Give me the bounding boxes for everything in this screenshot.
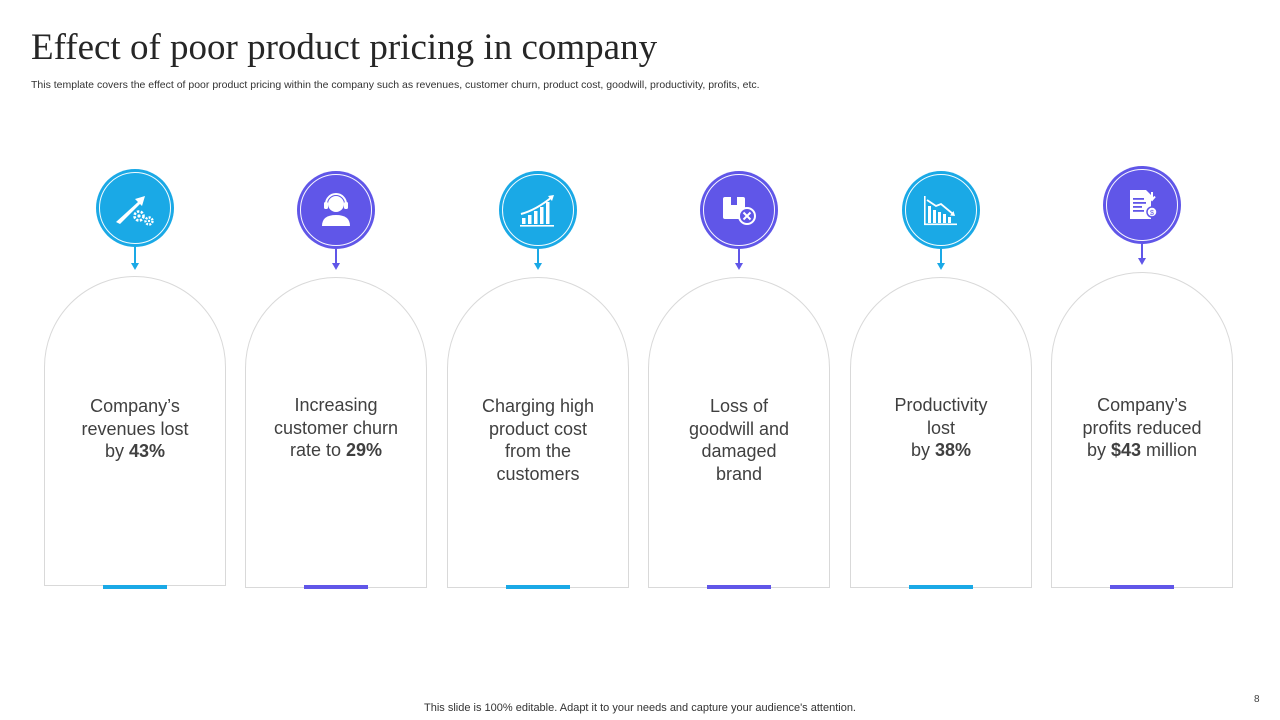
- card-customer-churn: Increasing customer churn rate to 29%: [245, 0, 427, 600]
- card-arch: Charging high product cost from the cust…: [447, 277, 629, 588]
- damaged-box-icon: [700, 171, 778, 249]
- card-profits: $ Company’s profits reduced by $43 milli…: [1051, 0, 1233, 600]
- accent-bar: [707, 585, 771, 589]
- card-text: Productivity lost by 38%: [894, 395, 988, 460]
- profit-report-icon: $: [1103, 166, 1181, 244]
- accent-bar: [304, 585, 368, 589]
- connector-line: [134, 247, 136, 263]
- growth-arrow-gears-icon: [96, 169, 174, 247]
- accent-bar: [506, 585, 570, 589]
- slide-title: Effect of poor product pricing in compan…: [31, 27, 658, 68]
- card-revenues: Company’s revenues lost by 43%: [44, 0, 226, 600]
- connector-arrow: [534, 263, 542, 270]
- slide-footer: This slide is 100% editable. Adapt it to…: [424, 702, 856, 714]
- card-text: Loss of goodwill and damaged brand: [688, 396, 790, 484]
- connector-line: [1141, 244, 1143, 258]
- card-product-cost: Charging high product cost from the cust…: [447, 0, 629, 600]
- connector-line: [738, 249, 740, 263]
- card-text: Charging high product cost from the cust…: [481, 396, 595, 484]
- declining-chart-icon: [902, 171, 980, 249]
- connector-arrow: [735, 263, 743, 270]
- connector-line: [335, 249, 337, 263]
- connector-arrow: [1138, 258, 1146, 265]
- card-text: Company’s revenues lost by 43%: [81, 396, 189, 461]
- card-arch: Loss of goodwill and damaged brand: [648, 277, 830, 588]
- card-arch: Productivity lost by 38%: [850, 277, 1032, 588]
- svg-text:$: $: [1150, 210, 1154, 217]
- accent-bar: [1110, 585, 1174, 589]
- slide-subtitle: This template covers the effect of poor …: [31, 79, 760, 91]
- card-text: Company’s profits reduced by $43 million: [1082, 395, 1202, 460]
- connector-arrow: [332, 263, 340, 270]
- card-arch: Increasing customer churn rate to 29%: [245, 277, 427, 588]
- accent-bar: [909, 585, 973, 589]
- card-goodwill: Loss of goodwill and damaged brand: [648, 0, 830, 600]
- page-number: 8: [1254, 694, 1260, 705]
- connector-line: [940, 249, 942, 263]
- card-text: Increasing customer churn rate to 29%: [273, 395, 399, 460]
- connector-arrow: [131, 263, 139, 270]
- card-arch: Company’s profits reduced by $43 million: [1051, 272, 1233, 588]
- card-productivity: Productivity lost by 38%: [850, 0, 1032, 600]
- accent-bar: [103, 585, 167, 589]
- connector-arrow: [937, 263, 945, 270]
- card-arch: Company’s revenues lost by 43%: [44, 276, 226, 586]
- rising-bar-chart-icon: [499, 171, 577, 249]
- customer-headset-icon: [297, 171, 375, 249]
- connector-line: [537, 249, 539, 263]
